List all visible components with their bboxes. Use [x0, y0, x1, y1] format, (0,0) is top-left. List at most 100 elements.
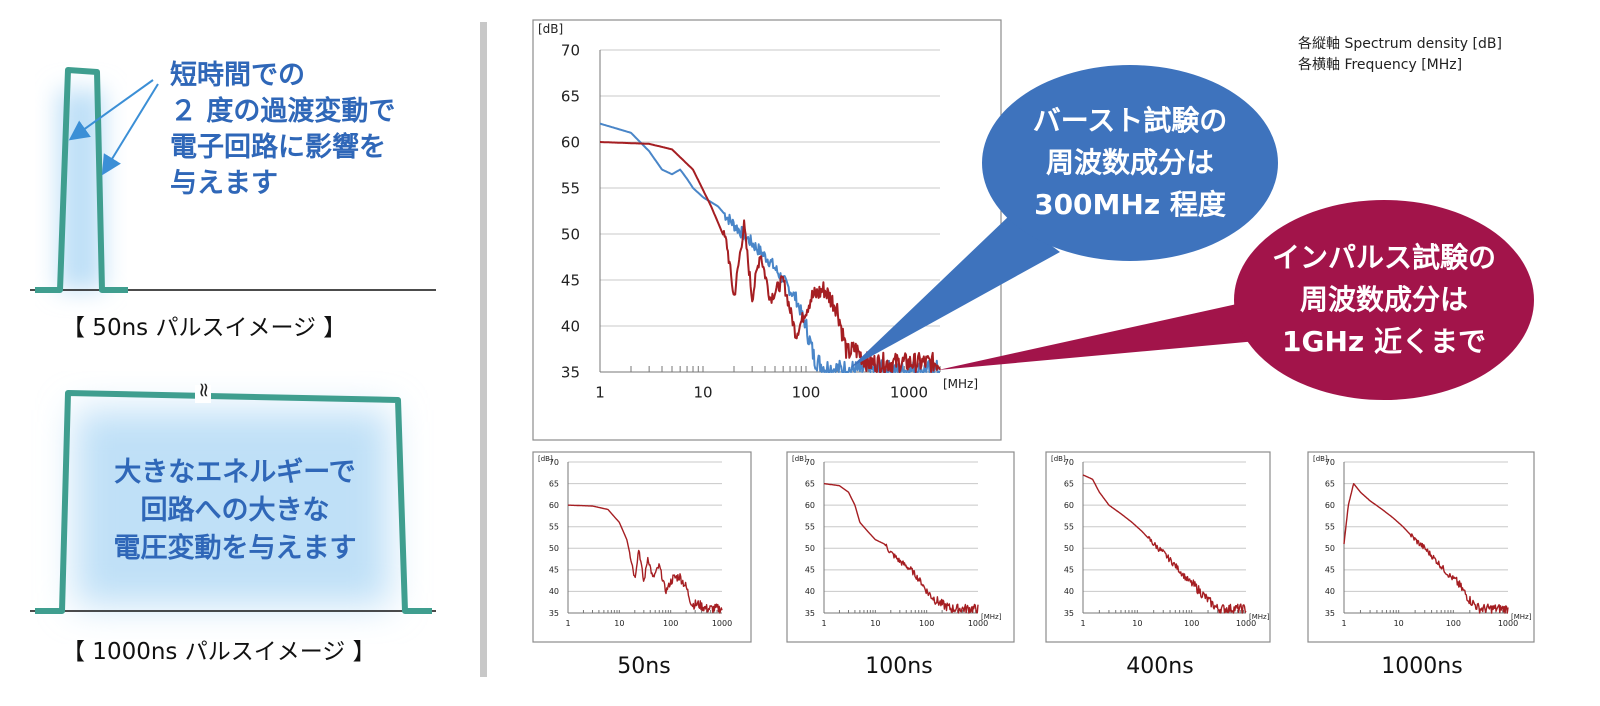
y-tick-label: 65: [549, 479, 559, 488]
y-axis-unit: [dB]: [1313, 455, 1328, 463]
spectrum-chart-4: 70 65 60 55 50 45 40 35 [dB] 1 10 100 1000[MHz]: [1307, 451, 1535, 643]
y-tick-label: 40: [805, 587, 815, 596]
long-pulse-description: 大きなエネルギーで 回路への大きな 電圧変動を与えます: [70, 454, 400, 568]
chart-label-400ns: 400ns: [1126, 654, 1194, 679]
legend-note-horizontal: 各横軸 Frequency [MHz]: [1298, 57, 1463, 73]
y-tick-label: 40: [561, 317, 580, 335]
y-tick-label: 55: [561, 179, 580, 197]
series-line-red: [823, 482, 979, 614]
y-tick-label: 65: [1064, 479, 1074, 488]
y-tick-label: 40: [1064, 587, 1074, 596]
chart-label-1000ns: 1000ns: [1381, 654, 1463, 679]
impulse-line-3: 1GHz 近くまで: [1282, 325, 1486, 358]
x-tick-label: 1: [595, 384, 605, 402]
long-pulse-glow: [75, 410, 390, 605]
y-tick-label: 45: [561, 271, 580, 289]
long-pulse-line-3: 電圧変動を与えます: [113, 533, 357, 564]
arrow-to-falling-edge: [101, 83, 159, 176]
impulse-bubble-pointer: [938, 300, 1268, 370]
x-tick-label: 1: [1080, 619, 1085, 628]
x-axis-unit: [MHz]: [1249, 613, 1270, 621]
x-axis-unit: [MHz]: [1511, 613, 1532, 621]
x-tick-label: 100: [663, 619, 678, 628]
y-tick-label: 50: [1325, 544, 1335, 553]
burst-line-2: 周波数成分は: [1045, 146, 1214, 179]
y-tick-label: 70: [561, 41, 580, 59]
y-tick-label: 70: [1325, 458, 1335, 467]
spectrum-chart-2: 70 65 60 55 50 45 40 35 [dB] 1 10 100 1000[MHz]: [786, 451, 1015, 643]
axis-legend-note: 各縦軸 Spectrum density [dB] 各横軸 Frequency …: [1298, 34, 1502, 76]
y-tick-label: 35: [561, 363, 580, 381]
spectrum-chart-0: 70 65 60 55 50 45 40 35 [dB] 1 10 100 1000 [MHz]: [532, 19, 1002, 441]
break-mark-bg: [195, 385, 211, 403]
chart-frame: [532, 19, 1002, 441]
y-tick-label: 50: [805, 544, 815, 553]
short-pulse-line-1: 短時間での: [170, 60, 305, 91]
y-tick-label: 45: [1064, 566, 1074, 575]
long-pulse-waveform: [35, 390, 432, 614]
impulse-line-1: インパルス試験の: [1271, 241, 1496, 274]
panel-divider: [480, 22, 487, 677]
spectrum-chart-3: 70 65 60 55 50 45 40 35 [dB] 1 10 100 1000[MHz]: [1045, 451, 1271, 643]
x-tick-label: 10: [614, 619, 624, 628]
y-tick-label: 60: [1064, 501, 1074, 510]
x-tick-label: 1000: [968, 619, 988, 628]
y-tick-label: 60: [549, 501, 559, 510]
y-tick-label: 65: [1325, 479, 1335, 488]
y-tick-label: 70: [805, 458, 815, 467]
y-tick-label: 40: [1325, 587, 1335, 596]
x-tick-label: 1000: [1498, 619, 1518, 628]
series-line-red: [1082, 474, 1247, 614]
y-tick-label: 45: [549, 566, 559, 575]
series-line-red: [599, 141, 941, 373]
x-tick-label: 10: [693, 384, 712, 402]
y-tick-label: 55: [549, 523, 559, 532]
x-axis-unit: [MHz]: [943, 377, 978, 391]
y-axis-unit: [dB]: [792, 455, 807, 463]
short-pulse-line-4: 与えます: [170, 168, 278, 199]
legend-note-vertical: 各縦軸 Spectrum density [dB]: [1298, 36, 1502, 52]
x-tick-label: 10: [1132, 619, 1142, 628]
arrow-to-rising-edge: [68, 79, 154, 141]
x-tick-label: 1000: [712, 619, 732, 628]
x-tick-label: 1: [565, 619, 570, 628]
y-tick-label: 50: [1064, 544, 1074, 553]
y-tick-label: 65: [805, 479, 815, 488]
x-axis-unit: [MHz]: [981, 613, 1002, 621]
series-line-red: [567, 504, 723, 614]
long-pulse-line-2: 回路への大きな: [140, 495, 330, 526]
short-pulse-line-3: 電子回路に影響を: [170, 132, 386, 163]
y-axis-unit: [dB]: [1051, 455, 1066, 463]
y-tick-label: 35: [549, 609, 559, 618]
y-tick-label: 40: [549, 587, 559, 596]
y-tick-label: 35: [1325, 609, 1335, 618]
burst-line-3: 300MHz 程度: [1034, 188, 1226, 221]
burst-line-1: バースト試験の: [1032, 104, 1228, 137]
x-tick-label: 1000: [1236, 619, 1256, 628]
burst-bubble-pointer: [850, 215, 1060, 368]
x-tick-label: 100: [1184, 619, 1199, 628]
x-tick-label: 100: [1446, 619, 1461, 628]
y-tick-label: 35: [805, 609, 815, 618]
y-tick-label: 55: [1325, 523, 1335, 532]
y-tick-label: 50: [561, 225, 580, 243]
y-tick-label: 55: [805, 523, 815, 532]
y-tick-label: 35: [1064, 609, 1074, 618]
x-tick-label: 100: [792, 384, 821, 402]
x-tick-label: 1: [1341, 619, 1346, 628]
y-tick-label: 60: [561, 133, 580, 151]
long-pulse-caption: 【 1000ns パルスイメージ 】: [62, 639, 376, 665]
chart-label-50ns: 50ns: [617, 654, 671, 679]
y-tick-label: 60: [805, 501, 815, 510]
y-tick-label: 50: [549, 544, 559, 553]
short-pulse-line-2: ２ 度の過渡変動で: [170, 96, 396, 127]
long-pulse-line-1: 大きなエネルギーで: [114, 457, 356, 488]
impulse-bubble: [1234, 200, 1534, 400]
pulse-illustrations: [30, 67, 436, 614]
spectrum-chart-1: 70 65 60 55 50 45 40 35 [dB] 1 10 100 1000: [532, 451, 752, 643]
x-tick-label: 1000: [890, 384, 928, 402]
y-tick-label: 45: [805, 566, 815, 575]
